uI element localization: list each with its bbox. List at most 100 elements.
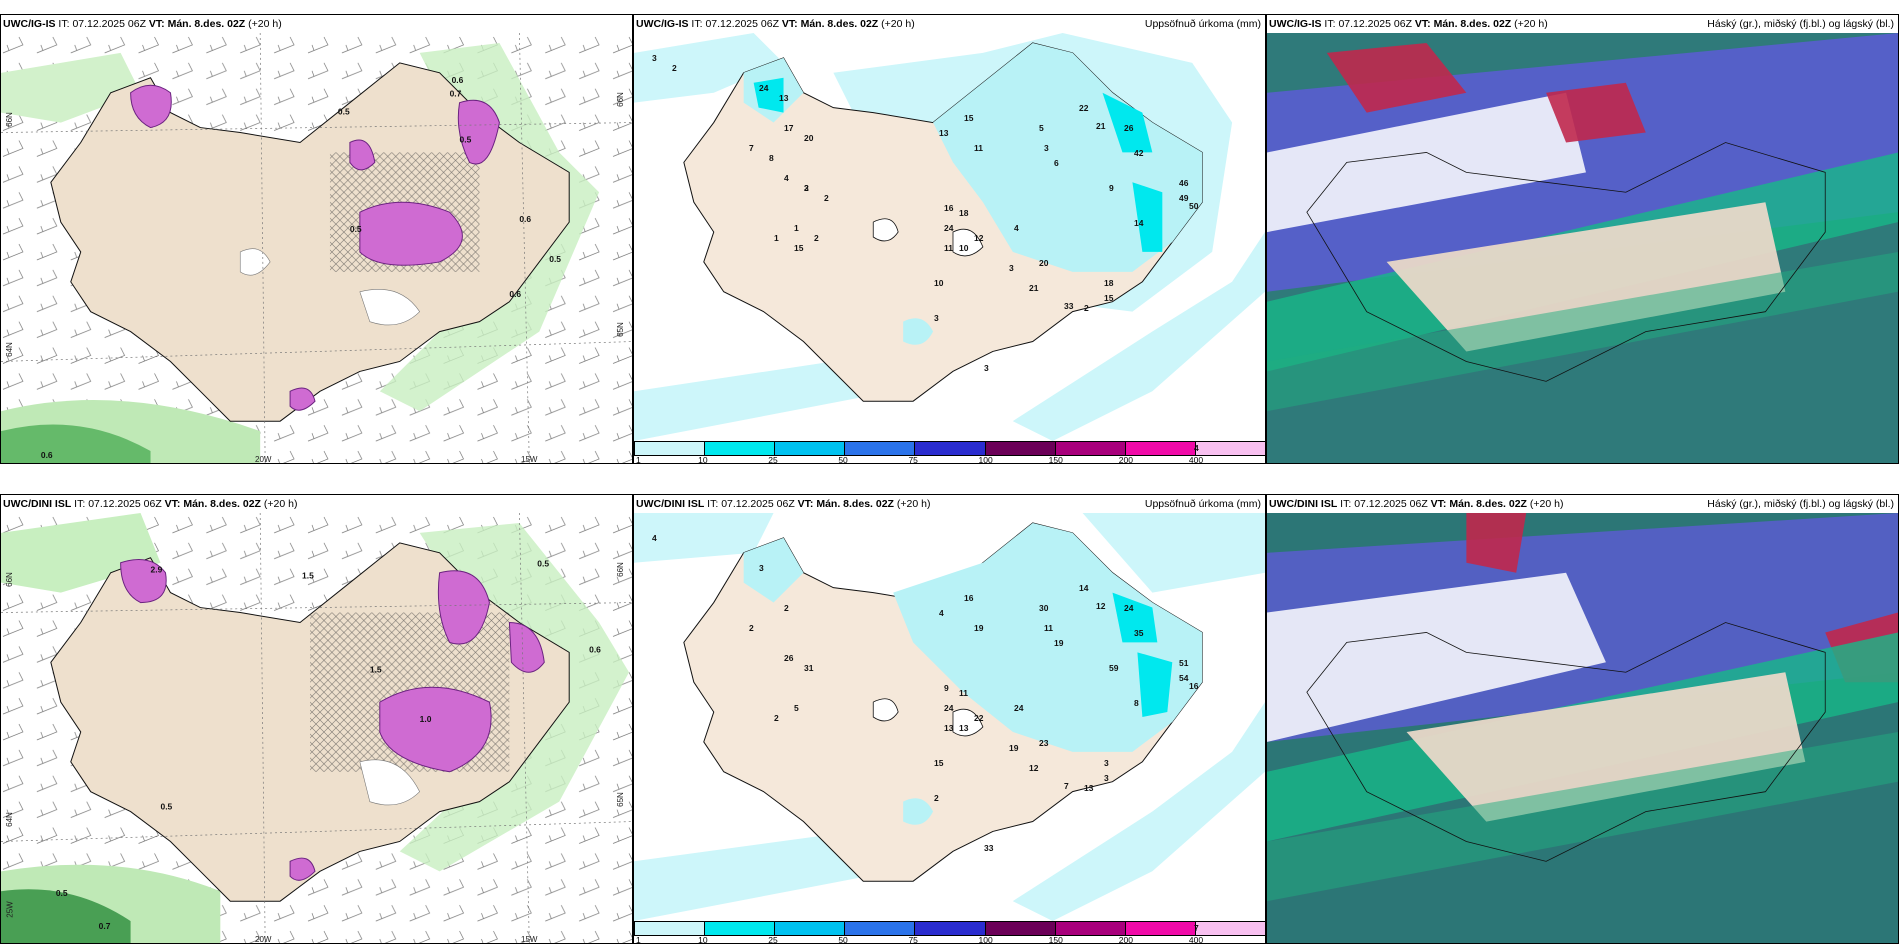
precip-value: 2 [784,603,789,613]
precip-value: 15 [934,758,944,768]
precip-value: 3 [1044,143,1049,153]
precip-value: 23 [1039,738,1049,748]
precip-value: 24 [944,223,954,233]
colorbar-tick: 200 [1118,455,1133,464]
precip-value: 22 [1079,103,1089,113]
precip-value: 18 [1104,278,1114,288]
lat-tick: 66N [615,562,625,577]
panel-header: UWC/IG-IS IT: 07.12.2025 06Z VT: Mán. 8.… [1267,15,1898,33]
precip-value: 54 [1179,673,1189,683]
precip-value: 12 [974,233,984,243]
precip-map-svg [634,513,1265,921]
wind-number: 0.5 [460,134,472,144]
wind-number: 0.7 [99,921,111,931]
lead-time: (+20 h) [248,18,282,30]
wind-map-svg: 0.6 0.7 0.5 0.5 0.5 0.6 0.6 0.5 0.6 [1,33,632,463]
precip-value: 4 [1014,223,1019,233]
wind-number: 2.9 [151,565,163,575]
lon-tick: 20W [255,935,272,944]
lon-tick: 20W [255,455,272,464]
precip-value: 46 [1179,178,1189,188]
precip-value: 42 [1134,148,1144,158]
colorbar-swatch [774,921,846,936]
precip-value: 11 [1044,623,1053,633]
precip-value: 14 [1079,583,1089,593]
colorbar-swatch [774,441,846,456]
precip-value: 7 [749,143,754,153]
precip-value: 11 [944,243,953,253]
precip-value: 13 [959,723,969,733]
colorbar-tick: 10 [698,935,708,944]
precip-value: 26 [1124,123,1134,133]
lat-tick: 64N [4,812,14,827]
precip-value: 16 [944,203,954,213]
cloud-map-svg [1267,33,1898,463]
colorbar-swatch [704,441,776,456]
wind-number: 1.5 [302,571,314,581]
colorbar-tick: 25 [768,455,778,464]
precip-value: 51 [1179,658,1189,668]
precip-value: 2 [934,793,939,803]
precip-value: 12 [1029,763,1039,773]
colorbar-swatch [1124,441,1196,456]
colorbar-tick: 10 [698,455,708,464]
precip-value: 35 [1134,628,1144,638]
precip-value: 2 [749,623,754,633]
colorbar-swatch [704,921,776,936]
precip-value: 1 [774,233,779,243]
precip-value: 3 [759,563,764,573]
precip-value: 2 [804,183,809,193]
wind-number: 0.5 [56,888,68,898]
colorbar-tick: 400 [1188,935,1204,944]
precip-value: 13 [939,128,949,138]
wind-number: 0.6 [519,214,531,224]
colorbar-tick: 50 [838,455,848,464]
precip-value: 13 [779,93,789,103]
precip-value: 8 [1134,698,1139,708]
precip-value: 14 [1134,218,1144,228]
valid-time: Mán. 8.des. 02Z [167,18,246,30]
wind-map: 1.5 0.5 2.9 1.5 0.6 0.5 0.5 0.7 1.0 [1,513,632,943]
panel-header: UWC/IG-IS IT: 07.12.2025 06Z VT: Mán. 8.… [634,15,1265,33]
precip-value: 7 [1064,781,1069,791]
precip-value: 10 [959,243,969,253]
precip-value: 2 [672,63,677,73]
colorbar-swatch [844,921,916,936]
lon-tick: 15W [521,455,538,464]
precip-panel-row2: UWC/DINI ISL IT: 07.12.2025 06Z VT: Mán.… [633,494,1266,944]
precip-value: 33 [1064,301,1074,311]
precip-value: 6 [1054,158,1059,168]
colorbar-tick: 200 [1118,935,1133,944]
colorbar-swatch [914,921,986,936]
wind-map: 0.6 0.7 0.5 0.5 0.5 0.6 0.6 0.5 0.6 [1,33,632,463]
colorbar-tick: 75 [908,935,918,944]
precip-value: 3 [984,363,989,373]
precip-value: 11 [974,143,983,153]
precip-colorbar: 1 10 25 50 75 100 150 200 400 [634,441,1265,463]
precip-value: 4 [939,608,944,618]
precip-value: 4 [784,173,789,183]
precip-value: 10 [934,278,944,288]
cloud-panel-row2: UWC/DINI ISL IT: 07.12.2025 06Z VT: Mán.… [1266,494,1899,944]
precip-value: 24 [1014,703,1024,713]
precip-value: 31 [804,663,814,673]
wind-number: 0.6 [589,644,601,654]
precip-value: 24 [944,703,954,713]
wind-number: 0.5 [160,802,172,812]
precip-value: 9 [1109,183,1114,193]
precip-map-svg [634,33,1265,441]
precip-value: 22 [974,713,984,723]
cloud-map-svg [1267,513,1898,943]
precip-value: 2 [774,713,779,723]
colorbar-swatch [984,441,1056,456]
precip-value: 2 [814,233,819,243]
colorbar-tick: 50 [838,935,848,944]
wind-number: 0.5 [338,107,350,117]
precip-value: 20 [804,133,814,143]
precip-value: 16 [1189,681,1199,691]
colorbar-tick: 150 [1048,455,1063,464]
wind-number: 0.5 [537,559,549,569]
panel-header: UWC/DINI ISL IT: 07.12.2025 06Z VT: Mán.… [3,498,298,510]
precip-value: 24 [759,83,769,93]
model-name: UWC/IG-IS [3,18,56,30]
